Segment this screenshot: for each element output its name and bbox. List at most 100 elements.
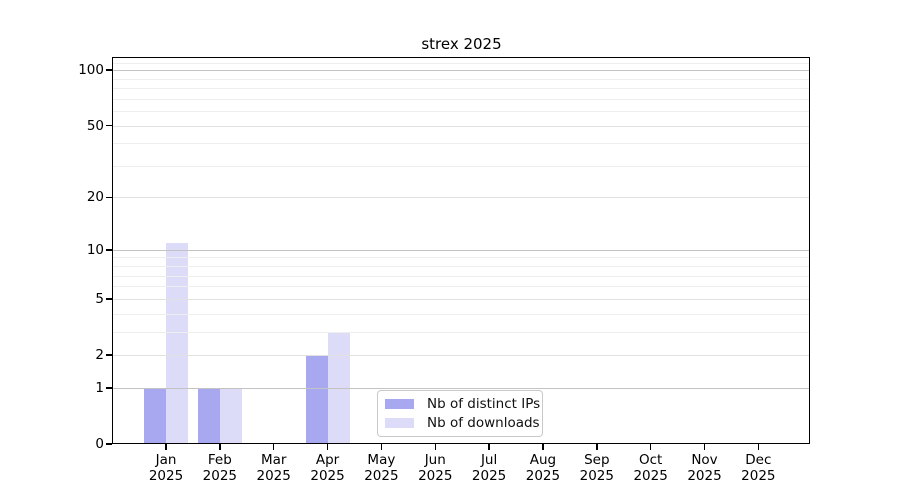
month-year: 2025 (418, 468, 453, 484)
x-axis-month-label: Oct 2025 (623, 452, 679, 484)
legend-swatch-distinct-ips (385, 399, 414, 409)
month-year: 2025 (202, 468, 238, 484)
month-year: 2025 (579, 468, 614, 484)
y-axis-tick-mark (106, 196, 112, 199)
bar-distinct-ips-apr (305, 355, 328, 444)
y-axis-tick-label: 50 (86, 117, 104, 134)
month-name: Jun (424, 452, 446, 468)
y-axis-tick-mark (106, 124, 112, 127)
month-name: Dec (745, 452, 772, 468)
bar-distinct-ips-feb (197, 387, 220, 444)
x-axis-tick-mark (219, 444, 221, 450)
legend-entry-downloads: Nb of downloads (385, 415, 542, 431)
month-name: Feb (207, 452, 232, 468)
x-axis-tick-mark (703, 444, 706, 450)
gridline-80 (113, 88, 810, 90)
y-axis-tick-mark (106, 443, 112, 445)
x-axis-tick-mark (649, 444, 652, 450)
month-year: 2025 (633, 468, 668, 484)
month-name: Nov (691, 452, 718, 468)
x-axis-month-label: Nov 2025 (677, 452, 733, 484)
month-name: Apr (315, 452, 340, 468)
gridline-3 (113, 331, 810, 333)
y-axis-tick-label: 2 (95, 347, 104, 363)
month-year: 2025 (741, 468, 776, 484)
gridline-30 (113, 165, 810, 167)
y-axis-tick-mark (106, 249, 112, 251)
month-name: Jul (480, 452, 498, 468)
y-axis-tick-mark (106, 354, 112, 356)
bar-downloads-feb (219, 387, 242, 444)
month-name: May (367, 452, 396, 468)
x-axis-month-label: Jan 2025 (138, 452, 194, 484)
x-axis-month-label: Apr 2025 (300, 452, 356, 484)
gridline-4 (113, 313, 810, 315)
y-axis-tick-label: 100 (78, 62, 104, 79)
legend-label-distinct-ips: Nb of distinct IPs (427, 396, 541, 412)
month-name: Jan (155, 452, 177, 468)
chart-title: strex 2025 (421, 35, 502, 53)
x-axis-month-label: Feb 2025 (192, 452, 248, 484)
month-year: 2025 (525, 468, 561, 484)
y-axis-tick-mark (106, 298, 112, 300)
legend: Nb of distinct IPs Nb of downloads (377, 390, 543, 437)
gridline-2 (113, 355, 810, 356)
y-axis-tick-label: 0 (95, 436, 104, 452)
gridline-8 (113, 266, 810, 268)
gridline-5 (113, 298, 810, 300)
gridline-40 (113, 143, 810, 145)
x-axis-tick-mark (165, 444, 167, 450)
x-axis-tick-mark (326, 444, 329, 450)
x-axis-tick-mark (542, 444, 544, 450)
x-axis-month-label: Jul 2025 (461, 452, 517, 484)
gridline-20 (113, 197, 810, 199)
month-year: 2025 (364, 468, 399, 484)
x-axis-month-label: May 2025 (353, 452, 409, 484)
x-axis-tick-mark (757, 444, 760, 450)
bar-downloads-jan (166, 242, 188, 444)
gridline-7 (113, 275, 810, 277)
month-year: 2025 (471, 468, 507, 484)
gridline-100 (113, 70, 810, 72)
gridline-60 (113, 111, 810, 113)
month-name: Aug (529, 452, 557, 468)
x-axis-tick-mark (272, 444, 275, 450)
y-axis-tick-label: 20 (86, 189, 104, 206)
y-axis-tick-mark (106, 387, 112, 389)
gridline-110 (113, 62, 810, 64)
month-year: 2025 (310, 468, 345, 484)
x-axis-tick-mark (488, 444, 490, 450)
x-axis-month-label: Dec 2025 (730, 452, 786, 484)
gridline-90 (113, 78, 810, 80)
grid-layer (113, 58, 810, 444)
y-axis-tick-label: 1 (95, 379, 104, 396)
month-name: Sep (584, 452, 610, 468)
gridline-50 (113, 125, 810, 127)
gridline-10 (113, 249, 810, 251)
x-axis-month-label: Mar 2025 (246, 452, 302, 484)
gridline-6 (113, 286, 810, 288)
month-year: 2025 (256, 468, 291, 484)
x-axis-month-label: Sep 2025 (569, 452, 625, 484)
plot-area (113, 58, 810, 444)
month-year: 2025 (687, 468, 722, 484)
x-axis-tick-mark (434, 444, 436, 450)
y-axis-tick-label: 5 (95, 290, 104, 307)
gridline-70 (113, 98, 810, 100)
x-axis-month-label: Jun 2025 (407, 452, 463, 484)
gridline-1 (113, 387, 810, 389)
x-axis-month-label: Aug 2025 (515, 452, 571, 484)
bar-distinct-ips-jan (144, 387, 166, 444)
y-axis-tick-label: 10 (86, 241, 104, 258)
gridline-9 (113, 257, 810, 259)
legend-swatch-downloads (385, 418, 414, 428)
y-axis-tick-mark (106, 69, 112, 71)
month-name: Oct (638, 452, 663, 468)
x-axis-tick-mark (596, 444, 598, 450)
legend-entry-distinct-ips: Nb of distinct IPs (385, 396, 542, 412)
legend-label-downloads: Nb of downloads (427, 415, 540, 431)
month-year: 2025 (148, 468, 184, 484)
month-name: Mar (260, 452, 287, 468)
x-axis-tick-mark (380, 444, 383, 450)
